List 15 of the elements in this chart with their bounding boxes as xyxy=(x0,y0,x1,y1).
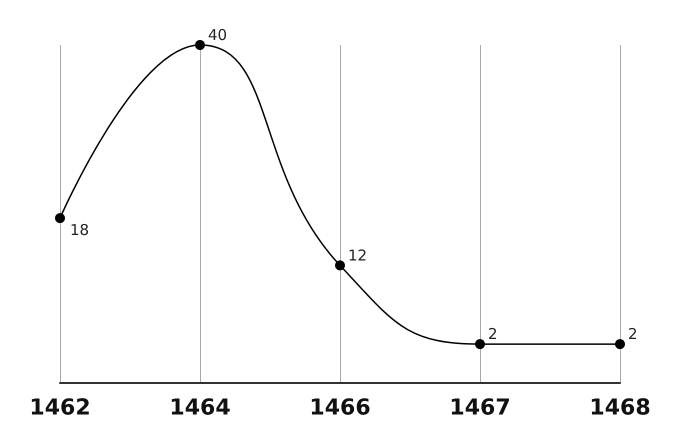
data-label: 40 xyxy=(208,26,228,44)
x-tick-label: 1466 xyxy=(309,396,371,420)
x-tick-label: 1467 xyxy=(449,396,511,420)
data-label: 2 xyxy=(628,325,638,344)
point xyxy=(475,339,485,350)
x-tick-label: 1462 xyxy=(29,396,91,420)
x-tick-label: 1464 xyxy=(169,396,231,420)
point xyxy=(615,339,625,350)
point xyxy=(55,213,65,224)
data-label: 2 xyxy=(488,325,498,344)
point xyxy=(195,40,205,50)
point xyxy=(335,260,345,270)
x-tick-label: 1468 xyxy=(589,396,651,420)
data-label: 12 xyxy=(348,246,368,264)
data-label: 18 xyxy=(70,221,90,240)
